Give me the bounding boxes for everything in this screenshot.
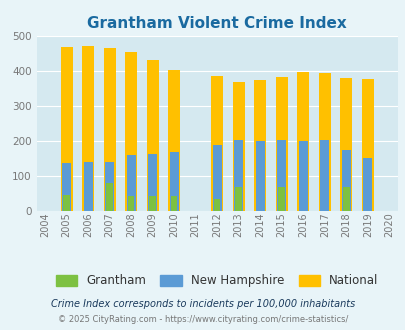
Bar [104,48,115,211]
Bar [361,79,373,211]
Bar [61,47,72,211]
Bar [296,72,308,211]
Bar [278,187,284,211]
Bar [254,80,266,211]
Bar [277,140,286,211]
Bar [213,199,220,211]
Text: © 2025 CityRating.com - https://www.cityrating.com/crime-statistics/: © 2025 CityRating.com - https://www.city… [58,315,347,324]
Bar [168,70,180,211]
Bar [234,140,243,211]
Bar [105,162,114,211]
Bar [83,162,92,211]
Bar [106,183,113,211]
Bar [169,152,178,211]
Bar [149,196,156,211]
Bar [342,187,349,211]
Bar [63,195,70,211]
Bar [211,76,223,211]
Bar [148,154,157,211]
Text: Crime Index corresponds to incidents per 100,000 inhabitants: Crime Index corresponds to incidents per… [51,299,354,309]
Legend: Grantham, New Hampshire, National: Grantham, New Hampshire, National [51,270,382,292]
Bar [212,145,221,211]
Bar [255,141,264,211]
Bar [126,155,135,211]
Bar [339,78,351,211]
Bar [62,163,71,211]
Bar [235,187,241,211]
Bar [341,150,350,211]
Bar [320,140,328,211]
Bar [318,73,330,211]
Bar [171,196,177,211]
Bar [125,52,137,211]
Bar [128,196,134,211]
Bar [298,141,307,211]
Bar [362,158,371,211]
Bar [147,60,158,211]
Bar [82,46,94,211]
Bar [232,82,244,211]
Title: Grantham Violent Crime Index: Grantham Violent Crime Index [87,16,346,31]
Bar [275,77,287,211]
